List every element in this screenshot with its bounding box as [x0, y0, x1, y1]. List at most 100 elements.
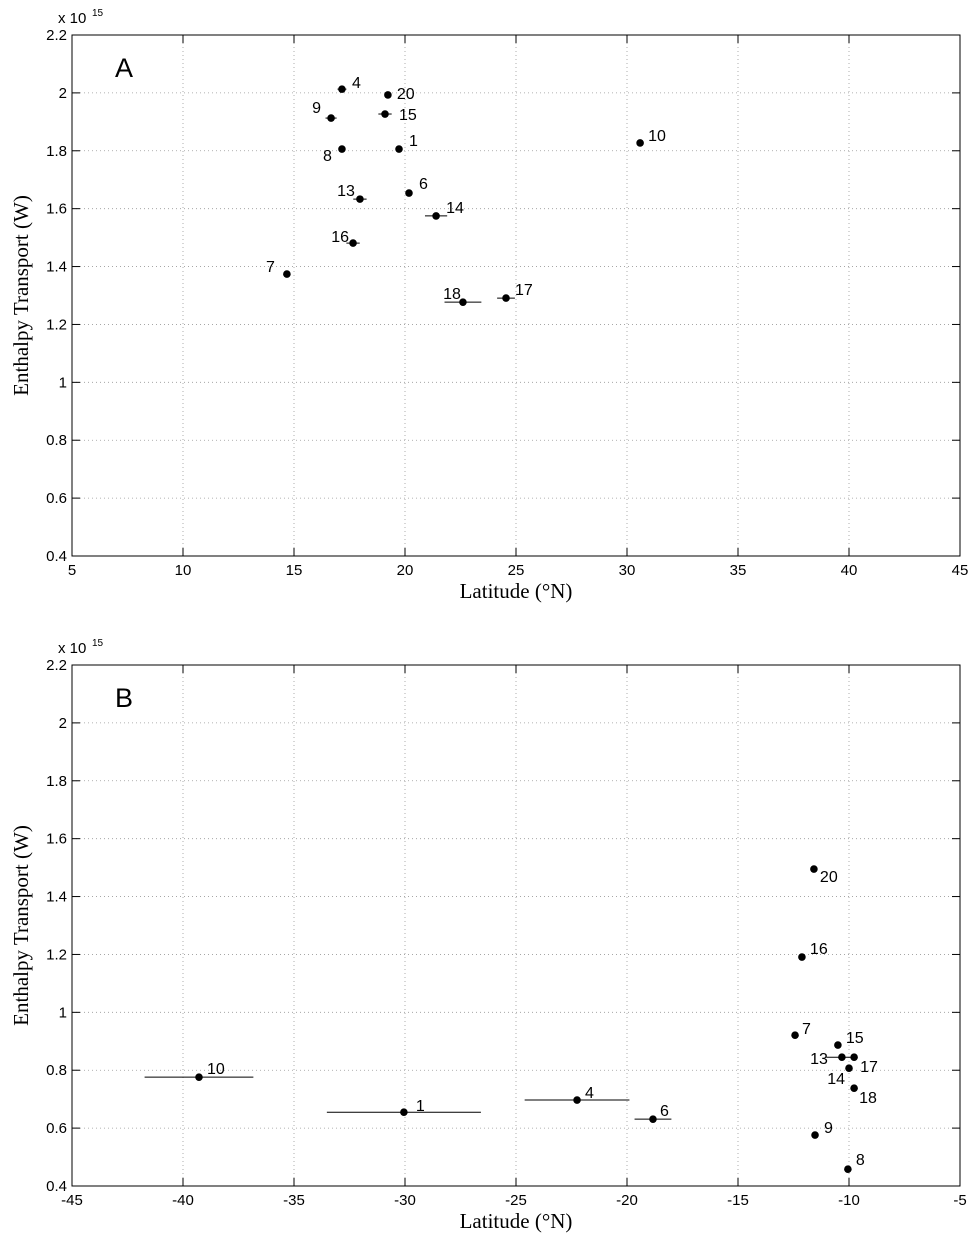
- point-label: 4: [585, 1085, 594, 1102]
- point-label: 4: [352, 75, 361, 92]
- exponent: 15: [92, 638, 104, 649]
- x-tick-label: 35: [730, 562, 747, 579]
- multiplier: x 10: [58, 640, 86, 657]
- data-point: [327, 114, 335, 122]
- data-point: [381, 110, 389, 118]
- x-tick-label: -5: [953, 1192, 966, 1209]
- data-point: [195, 1073, 203, 1081]
- x-axis-label: Latitude (°N): [460, 1209, 573, 1233]
- data-point: [798, 953, 806, 961]
- point-label: 14: [446, 200, 464, 217]
- data-point: [838, 1053, 846, 1061]
- point-label: 20: [820, 869, 838, 886]
- point-label: 18: [443, 286, 461, 303]
- point-label: 8: [856, 1152, 865, 1169]
- data-point: [850, 1084, 858, 1092]
- data-point: [349, 239, 357, 247]
- point-label: 7: [266, 259, 275, 276]
- data-point: [356, 195, 364, 203]
- panel: -45 -40 -35 -30 -25 -20 -15 -10 -5 0.4 0.6 0.8 1 1.2 1…: [9, 638, 967, 1233]
- point-label: 9: [312, 100, 321, 117]
- data-point: [400, 1108, 408, 1116]
- data-point: [283, 270, 291, 278]
- x-tick-label: 45: [952, 562, 969, 579]
- y-tick-label: 2: [59, 715, 67, 732]
- y-tick-label: 1.2: [46, 946, 67, 963]
- point-label: 13: [337, 183, 355, 200]
- point-label: 16: [810, 941, 828, 958]
- data-point: [834, 1041, 842, 1049]
- y-tick-label: 1.4: [46, 259, 67, 276]
- y-axis-label: Enthalpy Transport (W): [9, 825, 33, 1026]
- y-tick-label: 1.2: [46, 316, 67, 333]
- y-tick-label: 1.8: [46, 143, 67, 160]
- x-tick-label: -15: [727, 1192, 749, 1209]
- point-label: 7: [802, 1021, 811, 1038]
- y-axis-label: Enthalpy Transport (W): [9, 195, 33, 396]
- x-tick-label: 10: [175, 562, 192, 579]
- x-tick-label: -30: [394, 1192, 416, 1209]
- data-point: [573, 1096, 581, 1104]
- x-tick-label: 5: [68, 562, 76, 579]
- point-label: 16: [331, 229, 349, 246]
- point-label: 20: [397, 86, 415, 103]
- point-label: 8: [323, 148, 332, 165]
- point-label: 1: [409, 133, 418, 150]
- y-tick-label: 2: [59, 85, 67, 102]
- x-tick-label: 20: [397, 562, 414, 579]
- x-tick-label: 25: [508, 562, 525, 579]
- y-tick-label: 1.4: [46, 889, 67, 906]
- data-point: [338, 145, 346, 153]
- y-tick-label: 0.6: [46, 490, 67, 507]
- point-label: 14: [827, 1071, 845, 1088]
- x-axis-label: Latitude (°N): [460, 579, 573, 603]
- data-point: [844, 1165, 852, 1174]
- point-label: 15: [846, 1030, 864, 1047]
- data-point: [850, 1053, 858, 1061]
- point-label: 6: [660, 1103, 669, 1120]
- x-tick-label: -25: [505, 1192, 527, 1209]
- y-tick-label: 0.8: [46, 432, 67, 449]
- data-point: [432, 212, 440, 220]
- point-label: 17: [860, 1059, 878, 1076]
- x-tick-label: 15: [286, 562, 303, 579]
- point-label: 15: [399, 107, 417, 124]
- exponent: 15: [92, 8, 104, 19]
- point-label: 17: [515, 282, 533, 299]
- data-point: [502, 294, 510, 302]
- y-tick-label: 1.6: [46, 201, 67, 218]
- x-tick-label: -20: [616, 1192, 638, 1209]
- panel-label: B: [115, 683, 133, 713]
- point-label: 6: [419, 176, 428, 193]
- data-point: [636, 139, 644, 147]
- y-tick-label: 1.6: [46, 831, 67, 848]
- data-point: [811, 1131, 819, 1139]
- data-point: [338, 85, 346, 93]
- x-tick-label: -35: [283, 1192, 305, 1209]
- y-tick-label: 1: [59, 374, 67, 391]
- y-tick-label: 0.6: [46, 1120, 67, 1137]
- y-tick-label: 0.4: [46, 548, 67, 565]
- y-tick-label: 1: [59, 1004, 67, 1021]
- x-tick-label: 30: [619, 562, 636, 579]
- point-label: 9: [824, 1120, 833, 1137]
- point-label: 13: [810, 1051, 828, 1068]
- x-tick-label: -10: [838, 1192, 860, 1209]
- data-point: [845, 1064, 853, 1072]
- point-label: 10: [648, 128, 666, 145]
- y-tick-label: 2.2: [46, 657, 67, 674]
- data-point: [649, 1115, 657, 1123]
- data-point: [459, 298, 467, 306]
- data-point: [405, 189, 413, 197]
- data-point: [384, 91, 392, 99]
- x-tick-label: -40: [172, 1192, 194, 1209]
- y-tick-label: 2.2: [46, 27, 67, 44]
- y-tick-label: 0.8: [46, 1062, 67, 1079]
- panel-label: A: [115, 53, 133, 83]
- data-point: [395, 145, 403, 153]
- point-label: 1: [416, 1098, 425, 1115]
- x-tick-label: -45: [61, 1192, 83, 1209]
- y-tick-label: 1.8: [46, 773, 67, 790]
- y-tick-label: 0.4: [46, 1178, 67, 1195]
